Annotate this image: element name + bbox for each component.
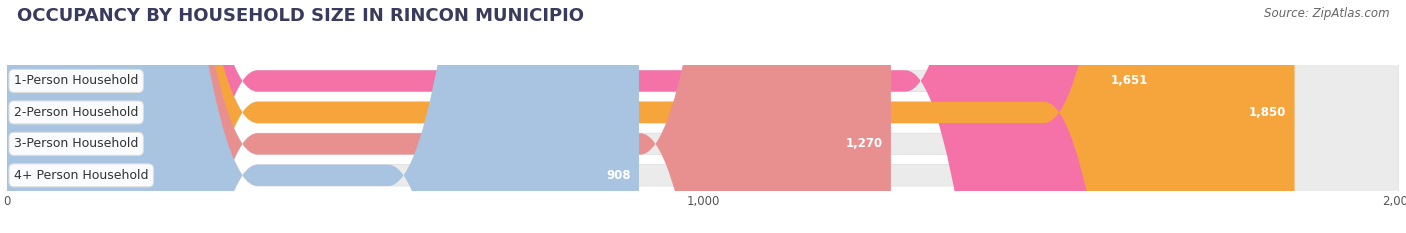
Text: 4+ Person Household: 4+ Person Household bbox=[14, 169, 149, 182]
Text: 3-Person Household: 3-Person Household bbox=[14, 137, 138, 150]
FancyBboxPatch shape bbox=[7, 0, 1295, 233]
FancyBboxPatch shape bbox=[7, 0, 1399, 233]
Text: 1,850: 1,850 bbox=[1249, 106, 1286, 119]
FancyBboxPatch shape bbox=[7, 0, 638, 233]
FancyBboxPatch shape bbox=[7, 0, 891, 233]
Text: OCCUPANCY BY HOUSEHOLD SIZE IN RINCON MUNICIPIO: OCCUPANCY BY HOUSEHOLD SIZE IN RINCON MU… bbox=[17, 7, 583, 25]
Text: 2-Person Household: 2-Person Household bbox=[14, 106, 138, 119]
FancyBboxPatch shape bbox=[7, 0, 1156, 233]
FancyBboxPatch shape bbox=[7, 0, 1399, 233]
FancyBboxPatch shape bbox=[7, 0, 1399, 233]
FancyBboxPatch shape bbox=[7, 0, 1399, 233]
Text: 1,651: 1,651 bbox=[1111, 75, 1147, 87]
Text: Source: ZipAtlas.com: Source: ZipAtlas.com bbox=[1264, 7, 1389, 20]
Text: 1-Person Household: 1-Person Household bbox=[14, 75, 138, 87]
Text: 908: 908 bbox=[606, 169, 631, 182]
Text: 1,270: 1,270 bbox=[845, 137, 883, 150]
